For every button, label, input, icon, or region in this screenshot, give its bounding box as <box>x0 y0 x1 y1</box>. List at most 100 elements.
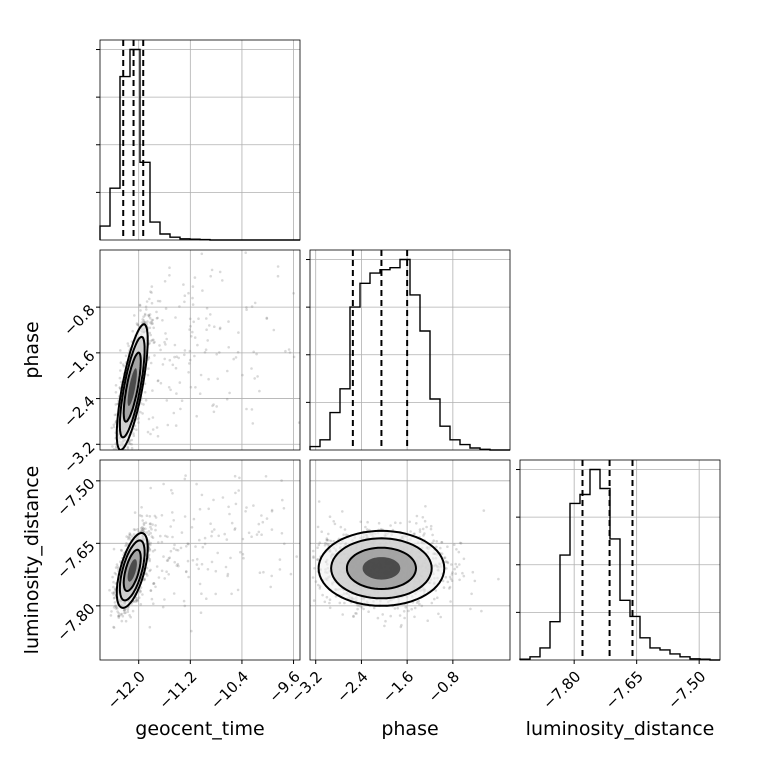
scatter-point <box>431 541 434 545</box>
scatter-point <box>236 588 240 592</box>
scatter-point <box>282 507 286 510</box>
scatter-point <box>439 615 443 619</box>
scatter-point <box>190 526 194 529</box>
contour-line <box>118 335 146 439</box>
scatter-point <box>172 519 175 522</box>
scatter-panel-geocent_time-luminosity_distance <box>99 459 301 661</box>
x-tick-label: −11.2 <box>155 668 200 713</box>
scatter-point <box>119 380 123 384</box>
scatter-point <box>113 571 117 575</box>
scatter-point <box>118 386 122 390</box>
scatter-point <box>440 552 444 555</box>
scatter-point <box>343 528 347 531</box>
scatter-point <box>444 575 448 579</box>
scatter-point <box>436 596 439 599</box>
scatter-point <box>233 528 236 531</box>
scatter-point <box>163 577 166 580</box>
scatter-point <box>446 545 449 548</box>
scatter-point <box>120 459 123 462</box>
scatter-point <box>290 584 293 587</box>
scatter-point <box>272 328 276 332</box>
scatter-point <box>227 505 230 509</box>
scatter-point <box>162 482 165 486</box>
scatter-point <box>433 597 436 601</box>
scatter-point <box>250 535 253 538</box>
scatter-point <box>110 610 113 613</box>
scatter-point <box>239 550 242 554</box>
scatter-point <box>407 609 410 613</box>
x-tick-label: −10.4 <box>207 668 252 713</box>
scatter-point <box>497 577 500 581</box>
scatter-point <box>143 314 147 317</box>
scatter-point <box>154 528 157 532</box>
panel-frame <box>99 459 301 661</box>
scatter-point <box>135 597 139 600</box>
scatter-point <box>166 535 169 539</box>
scatter-point <box>226 572 230 576</box>
scatter-point <box>276 274 280 278</box>
scatter-point <box>140 321 144 324</box>
scatter-point <box>168 358 172 362</box>
scatter-panel-phase-luminosity_distance <box>290 459 703 661</box>
scatter-point <box>455 548 458 551</box>
scatter-point <box>151 318 155 322</box>
panel-content <box>100 147 393 462</box>
scatter-point <box>185 570 188 573</box>
scatter-point <box>341 613 345 616</box>
scatter-point <box>163 357 166 361</box>
scatter-point <box>223 532 226 536</box>
scatter-point <box>174 424 178 427</box>
scatter-point <box>156 316 159 320</box>
scatter-point <box>318 585 322 588</box>
scatter-point <box>352 614 355 618</box>
scatter-point <box>241 552 245 556</box>
scatter-point <box>110 426 113 430</box>
scatter-point <box>151 550 155 553</box>
scatter-point <box>455 565 459 569</box>
scatter-point <box>130 457 133 460</box>
scatter-point <box>148 331 152 335</box>
scatter-point <box>312 599 316 602</box>
scatter-point <box>435 540 439 543</box>
scatter-point <box>154 524 157 527</box>
scatter-point <box>168 274 171 277</box>
scatter-point <box>305 554 308 557</box>
scatter-point <box>149 321 152 324</box>
scatter-point <box>156 379 160 382</box>
panel-frame <box>99 39 301 241</box>
scatter-point <box>247 531 251 535</box>
scatter-point <box>221 496 225 499</box>
scatter-point <box>112 605 116 609</box>
scatter-point <box>147 355 151 359</box>
scatter-point <box>183 604 187 608</box>
scatter-point <box>159 381 163 385</box>
scatter-point <box>112 585 115 589</box>
scatter-point <box>195 482 198 486</box>
scatter-point <box>338 601 342 605</box>
scatter-point <box>700 596 703 599</box>
scatter-point <box>215 228 218 231</box>
scatter-point <box>454 562 458 566</box>
scatter-point <box>128 533 131 537</box>
scatter-point <box>305 553 308 556</box>
scatter-point <box>227 346 230 349</box>
scatter-point <box>175 392 178 395</box>
scatter-point <box>307 569 310 572</box>
scatter-point <box>241 373 244 377</box>
scatter-point <box>197 567 200 571</box>
scatter-point <box>257 522 261 526</box>
scatter-point <box>390 147 393 150</box>
scatter-point <box>224 565 228 569</box>
scatter-point <box>439 546 442 550</box>
scatter-point <box>327 538 330 542</box>
scatter-point <box>114 605 117 608</box>
scatter-point <box>649 521 652 524</box>
scatter-point <box>150 322 153 326</box>
scatter-point <box>147 417 151 421</box>
scatter-point <box>166 423 170 427</box>
scatter-point <box>117 614 120 618</box>
hist-panel-luminosity_distance <box>516 459 721 661</box>
panel-frame <box>309 249 511 451</box>
scatter-point <box>124 451 127 454</box>
scatter-point <box>196 343 199 347</box>
